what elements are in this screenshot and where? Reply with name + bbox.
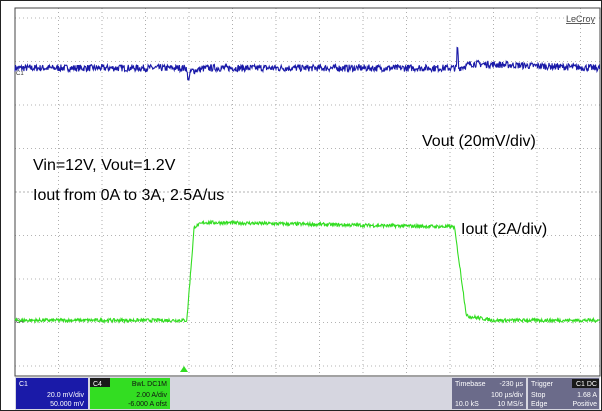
trigger-channel-bg: [572, 379, 599, 388]
ch1-status-block[interactable]: [16, 378, 88, 409]
ch4-status-label: C4: [93, 381, 102, 388]
trace-iout: [14, 219, 600, 325]
trigger-position-marker: [180, 366, 188, 372]
brand-label: LeCroy: [566, 14, 596, 24]
trigger-type: Edge: [531, 401, 547, 408]
ch1-marker: C1: [16, 71, 24, 77]
plot-border: [14, 7, 601, 377]
status-bar: C1 20.0 mV/div 50.000 mV C4 BwL DC1M 2.0…: [15, 377, 600, 410]
trigger-channel: C1 DC: [576, 381, 597, 388]
trigger-level: 1.68 A: [577, 392, 597, 399]
trigger-mode: Stop: [531, 392, 546, 399]
annotation-iout-label: Iout (2A/div): [461, 221, 547, 238]
trigger-label: Trigger: [531, 381, 554, 388]
timebase-rate: 10 MS/s: [497, 401, 523, 408]
annotation-conditions-1: Vin=12V, Vout=1.2V: [33, 157, 176, 174]
annotation-conditions-2: Iout from 0A to 3A, 2.5A/us: [33, 187, 224, 204]
ch4-status-tag: BwL DC1M: [132, 381, 167, 388]
timebase-samples: 10.0 kS: [455, 401, 479, 408]
timebase-block[interactable]: [452, 378, 526, 409]
graticule-grid: [15, 8, 600, 376]
waveform-traces: [14, 46, 601, 325]
trace-vout: [14, 46, 601, 81]
ch1-status-label: C1: [19, 381, 28, 388]
ch4-status-title-bg: [90, 378, 110, 387]
ch4-status-scale: 2.00 A/div: [136, 392, 167, 399]
trigger-slope: Positive: [572, 401, 597, 408]
timebase-scale: 100 µs/div: [491, 392, 524, 399]
timebase-label: Timebase: [455, 381, 486, 388]
ch1-status-offset: 50.000 mV: [50, 401, 84, 408]
ch4-status-offset: -6.000 A ofst: [128, 401, 167, 408]
annotation-vout-label: Vout (20mV/div): [422, 133, 536, 150]
timebase-value: -230 µs: [500, 381, 524, 388]
ch1-status-scale: 20.0 mV/div: [47, 392, 84, 399]
